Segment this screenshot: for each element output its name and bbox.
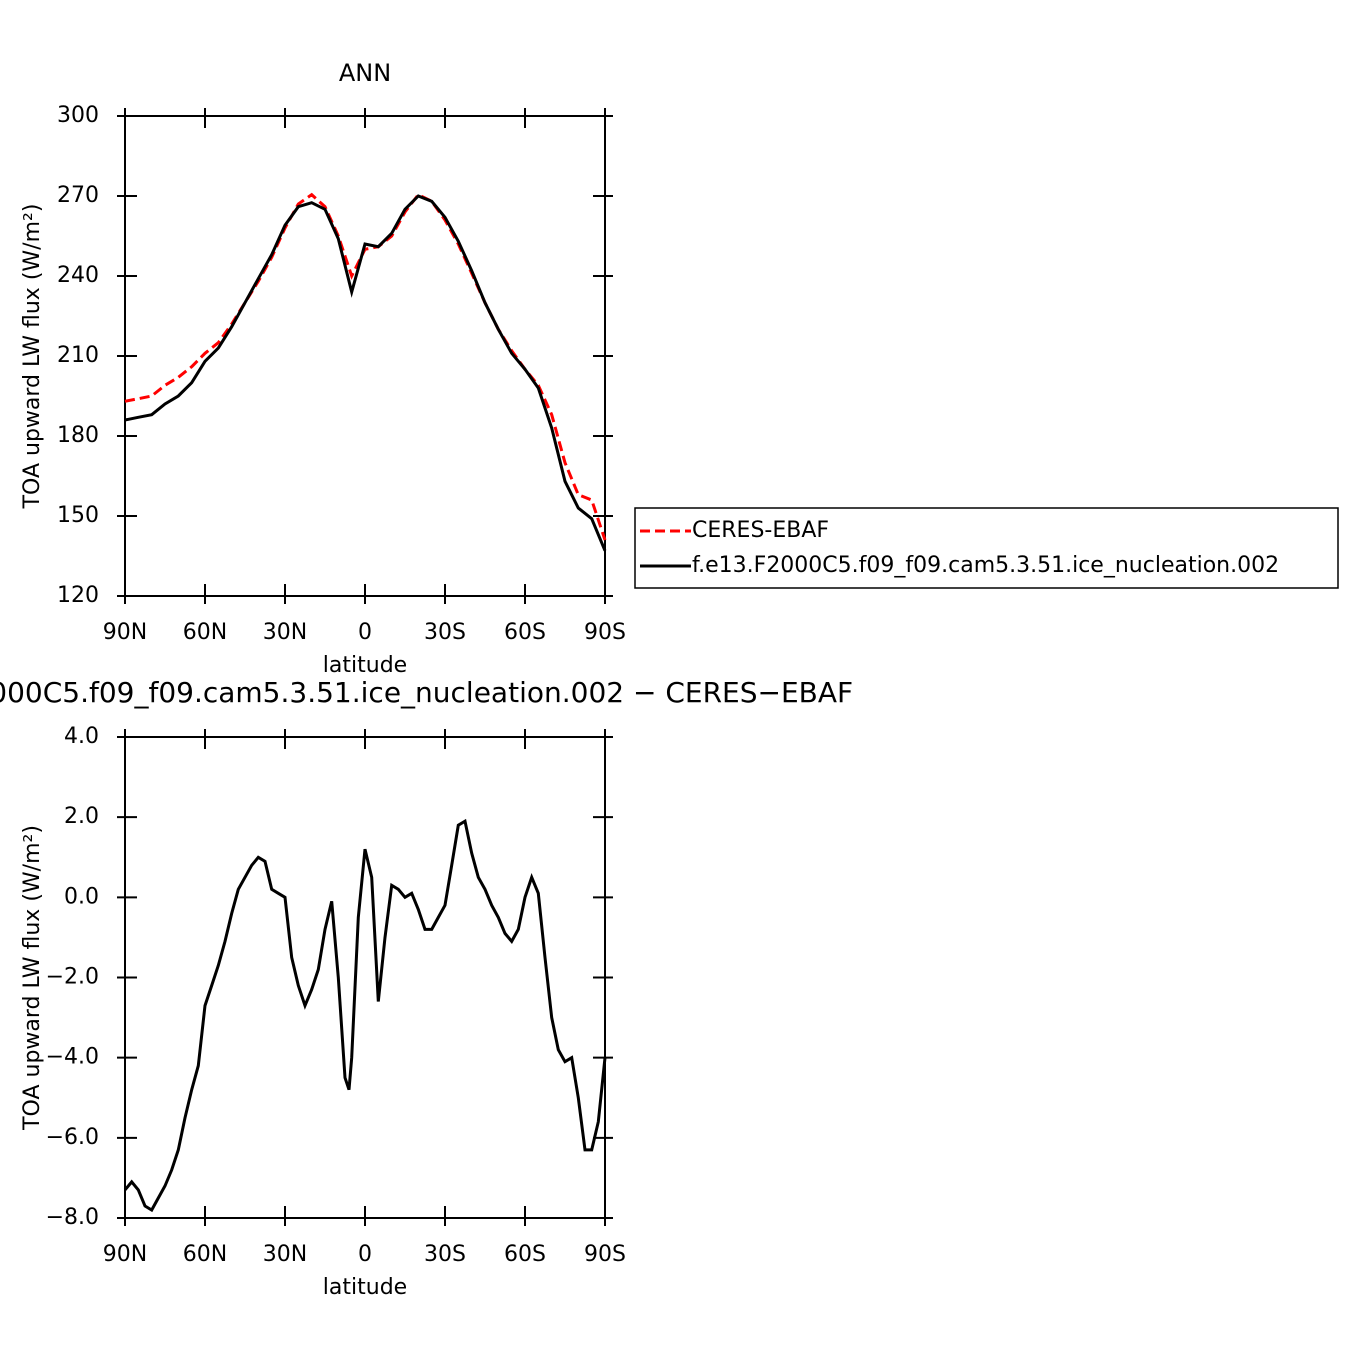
x-tick-label: 90S [584,620,626,645]
y-tick-label: 2.0 [64,804,99,829]
x-tick-label: 30N [263,1242,307,1267]
x-tick-label: 90S [584,1242,626,1267]
x-tick-label: 0 [358,1242,372,1267]
data-line [123,818,607,1213]
y-tick-label: 210 [57,343,99,368]
y-tick-label: 120 [57,583,99,608]
x-tick-label: 0 [358,620,372,645]
x-tick-label: 60S [504,1242,546,1267]
legend-box [634,507,1339,589]
plot-frame [124,115,606,597]
y-tick-label: 270 [57,183,99,208]
x-tick-label: 30S [424,620,466,645]
legend-label: f.e13.F2000C5.f09_f09.cam5.3.51.ice_nucl… [692,553,1279,578]
y-tick-label: 180 [57,423,99,448]
chart-title: ANN [339,59,391,87]
x-tick-label: 60N [183,1242,227,1267]
x-tick-label: 30S [424,1242,466,1267]
plot-frame [124,736,606,1219]
x-tick-label: 90N [103,1242,147,1267]
x-tick-label: 30N [263,620,307,645]
chart-title: f.e13.F2000C5.f09_f09.cam5.3.51.ice_nucl… [0,676,853,709]
y-tick-label: −6.0 [46,1125,99,1150]
y-tick-label: −2.0 [46,965,99,990]
y-tick-label: −8.0 [46,1205,99,1230]
data-line [124,194,607,552]
y-tick-label: 0.0 [64,884,99,909]
x-tick-label: 60S [504,620,546,645]
y-tick-label: 240 [57,263,99,288]
legend-label: CERES-EBAF [692,518,829,543]
x-axis-label: latitude [323,1275,407,1300]
y-tick-label: 150 [57,503,99,528]
y-tick-label: 4.0 [64,724,99,749]
y-tick-label: 300 [57,103,99,128]
y-tick-label: −4.0 [46,1045,99,1070]
x-tick-label: 60N [183,620,227,645]
y-axis-label: TOA upward LW flux (W/m²) [20,204,45,510]
y-axis-label: TOA upward LW flux (W/m²) [20,825,45,1131]
x-tick-label: 90N [103,620,147,645]
x-axis-label: latitude [323,653,407,678]
